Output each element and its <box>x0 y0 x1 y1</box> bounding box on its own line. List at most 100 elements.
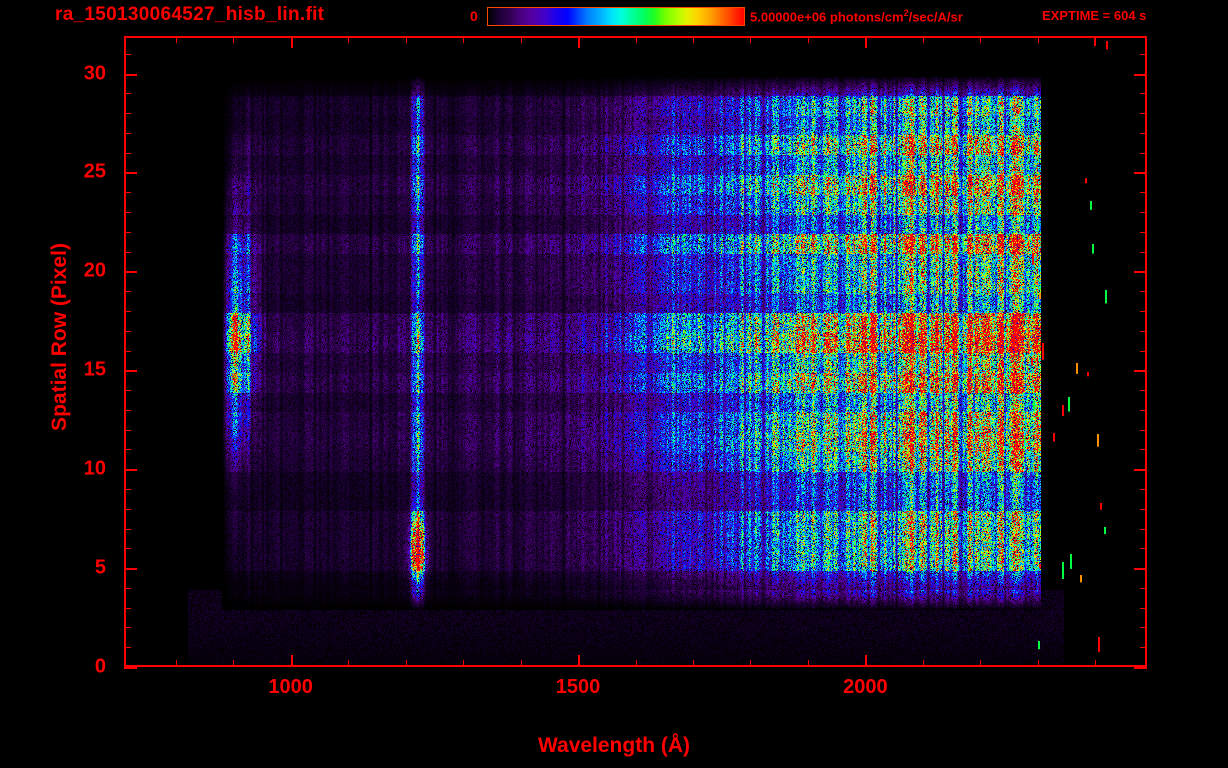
colorbar-units-suffix: /sec/A/sr <box>908 9 963 25</box>
colorbar-max-value: 5.00000e+06 <box>750 9 827 25</box>
x-minor-tick <box>635 660 637 667</box>
y-tick-label-30: 30 <box>83 62 106 85</box>
y-minor-tick <box>124 390 131 392</box>
x-minor-tick-top <box>1037 36 1039 43</box>
x-minor-tick-top <box>520 36 522 43</box>
y-minor-tick-right <box>1140 53 1147 55</box>
x-minor-tick <box>692 660 694 667</box>
x-minor-tick-top <box>692 36 694 43</box>
y-major-tick <box>124 172 137 175</box>
x-minor-tick <box>175 660 177 667</box>
y-minor-tick-right <box>1140 647 1147 649</box>
spectrogram-image-host <box>126 38 1145 665</box>
y-major-tick-right <box>1134 73 1147 76</box>
y-minor-tick <box>124 627 131 629</box>
colorbar-min-label: 0 <box>470 8 478 24</box>
y-minor-tick-right <box>1140 409 1147 411</box>
y-major-tick-right <box>1134 271 1147 274</box>
y-minor-tick-right <box>1140 607 1147 609</box>
y-major-tick <box>124 568 137 571</box>
y-tick-label-20: 20 <box>83 259 106 282</box>
x-minor-tick-top <box>233 36 235 43</box>
x-major-tick <box>865 655 868 667</box>
y-major-tick-right <box>1134 370 1147 373</box>
x-minor-tick-top <box>1095 36 1097 43</box>
y-minor-tick <box>124 330 131 332</box>
y-axis-title: Spatial Row (Pixel) <box>48 243 71 431</box>
y-major-tick-right <box>1134 568 1147 571</box>
y-minor-tick-right <box>1140 390 1147 392</box>
x-minor-tick-top <box>980 36 982 43</box>
x-major-tick-top <box>290 36 293 48</box>
y-major-tick <box>124 271 137 274</box>
x-minor-tick-top <box>807 36 809 43</box>
x-minor-tick <box>1037 660 1039 667</box>
y-minor-tick <box>124 508 131 510</box>
y-minor-tick-right <box>1140 449 1147 451</box>
y-minor-tick-right <box>1140 488 1147 490</box>
y-major-tick-right <box>1134 469 1147 472</box>
x-tick-label-1500: 1500 <box>555 676 601 698</box>
y-minor-tick <box>124 350 131 352</box>
x-minor-tick <box>750 660 752 667</box>
x-minor-tick-top <box>348 36 350 43</box>
y-minor-tick <box>124 488 131 490</box>
colorbar-max-label: 5.00000e+06 photons/cm2/sec/A/sr <box>750 8 963 24</box>
x-major-tick-top <box>578 36 581 48</box>
colorbar-units-prefix: photons/cm <box>826 9 904 25</box>
y-tick-label-0: 0 <box>94 655 106 678</box>
y-minor-tick <box>124 251 131 253</box>
y-major-tick <box>124 667 137 669</box>
file-title: ra_150130064527_hisb_lin.fit <box>55 4 325 25</box>
x-minor-tick <box>348 660 350 667</box>
y-minor-tick-right <box>1140 429 1147 431</box>
y-minor-tick-right <box>1140 113 1147 115</box>
x-axis-title: Wavelength (Å) <box>537 734 691 757</box>
x-minor-tick-top <box>405 36 407 43</box>
y-minor-tick <box>124 429 131 431</box>
y-minor-tick-right <box>1140 528 1147 530</box>
y-minor-tick-right <box>1140 330 1147 332</box>
colorbar <box>487 7 745 26</box>
y-minor-tick-right <box>1140 310 1147 312</box>
y-minor-tick <box>124 310 131 312</box>
y-minor-tick <box>124 548 131 550</box>
y-minor-tick-right <box>1140 587 1147 589</box>
y-minor-tick-right <box>1140 291 1147 293</box>
y-major-tick <box>124 73 137 76</box>
x-minor-tick <box>463 660 465 667</box>
y-tick-label-15: 15 <box>83 358 106 381</box>
y-major-tick-right <box>1134 667 1147 669</box>
y-minor-tick <box>124 291 131 293</box>
y-minor-tick <box>124 212 131 214</box>
x-major-tick-top <box>865 36 868 48</box>
y-minor-tick <box>124 53 131 55</box>
y-minor-tick <box>124 607 131 609</box>
x-major-tick <box>578 655 581 667</box>
y-minor-tick-right <box>1140 212 1147 214</box>
y-minor-tick-right <box>1140 132 1147 134</box>
x-minor-tick <box>520 660 522 667</box>
y-minor-tick-right <box>1140 192 1147 194</box>
x-tick-label-1000: 1000 <box>268 676 313 698</box>
y-minor-tick <box>124 152 131 154</box>
x-minor-tick-top <box>463 36 465 43</box>
y-minor-tick <box>124 647 131 649</box>
plot-frame <box>124 36 1147 667</box>
y-minor-tick <box>124 231 131 233</box>
y-minor-tick <box>124 409 131 411</box>
y-major-tick <box>124 370 137 373</box>
x-minor-tick <box>233 660 235 667</box>
x-minor-tick <box>807 660 809 667</box>
y-minor-tick <box>124 113 131 115</box>
y-tick-label-10: 10 <box>83 457 106 480</box>
exposure-time-label: EXPTIME = 604 s <box>1042 8 1147 23</box>
y-minor-tick <box>124 587 131 589</box>
x-minor-tick-top <box>750 36 752 43</box>
x-minor-tick-top <box>922 36 924 43</box>
x-minor-tick <box>922 660 924 667</box>
x-minor-tick <box>1095 660 1097 667</box>
y-minor-tick <box>124 528 131 530</box>
y-minor-tick-right <box>1140 548 1147 550</box>
